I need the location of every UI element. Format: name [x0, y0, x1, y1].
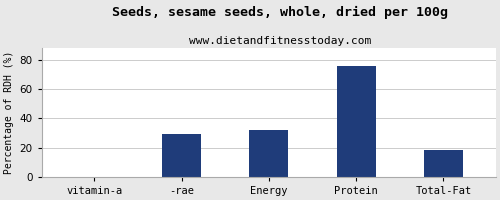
Bar [162, 134, 201, 177]
Text: Seeds, sesame seeds, whole, dried per 100g: Seeds, sesame seeds, whole, dried per 10… [112, 6, 448, 19]
Y-axis label: Percentage of RDH (%): Percentage of RDH (%) [4, 51, 14, 174]
Bar [336, 66, 376, 177]
Bar [249, 130, 288, 177]
Bar [424, 150, 463, 177]
Text: www.dietandfitnesstoday.com: www.dietandfitnesstoday.com [189, 36, 371, 46]
